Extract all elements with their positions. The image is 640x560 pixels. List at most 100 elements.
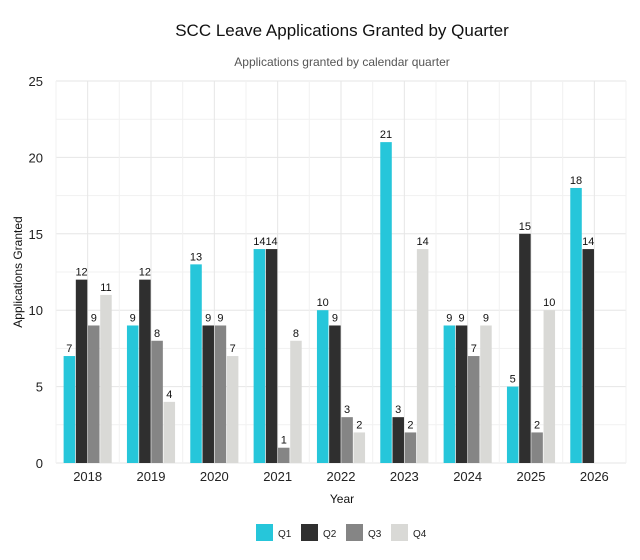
chart-title: SCC Leave Applications Granted by Quarte…	[175, 21, 509, 40]
legend: Q1 Q2 Q3 Q4	[256, 524, 427, 541]
grid-lines	[55, 80, 627, 464]
data-label-q1-2018: 7	[66, 343, 72, 355]
x-tick-label: 2024	[453, 469, 482, 484]
bar-q1-2018	[63, 356, 76, 463]
data-label-q1-2020: 13	[190, 251, 202, 263]
data-label-q3-2025: 2	[534, 419, 540, 431]
chart-subtitle: Applications granted by calendar quarter	[234, 55, 449, 69]
x-tick-label: 2026	[580, 469, 609, 484]
data-label-q2-2026: 14	[582, 236, 594, 248]
data-label-q1-2022: 10	[317, 297, 329, 309]
data-label-q1-2023: 21	[380, 129, 392, 141]
data-label-q3-2019: 8	[154, 328, 160, 340]
bar-q4-2025	[543, 310, 556, 463]
data-label-q1-2026: 18	[570, 175, 582, 187]
data-label-q1-2024: 9	[446, 312, 452, 324]
y-tick-label: 20	[29, 150, 43, 165]
legend-label-q3: Q3	[368, 529, 382, 540]
bar-q4-2022	[353, 432, 366, 463]
data-label-q2-2021: 14	[265, 236, 277, 248]
y-tick-label: 5	[36, 380, 43, 395]
bar-q1-2019	[126, 325, 139, 463]
bar-q1-2020	[190, 264, 202, 463]
legend-swatch-q2	[301, 524, 318, 541]
y-tick-label: 0	[36, 456, 43, 471]
data-label-q4-2021: 8	[293, 328, 299, 340]
bar-q2-2023	[392, 417, 404, 463]
bar-q2-2026	[582, 249, 594, 463]
bar-q2-2018	[75, 279, 88, 463]
data-label-q4-2018: 11	[100, 282, 111, 294]
bar-q3-2021	[278, 447, 290, 463]
bar-q4-2020	[226, 356, 239, 463]
bar-q1-2024	[443, 325, 456, 463]
bar-q2-2021	[265, 249, 278, 463]
legend-label-q2: Q2	[323, 529, 337, 540]
x-tick-label: 2020	[200, 469, 229, 484]
legend-swatch-q4	[391, 524, 408, 541]
x-axis-title: Year	[330, 492, 354, 506]
x-tick-label: 2018	[73, 469, 102, 484]
data-label-q4-2025: 10	[543, 297, 555, 309]
y-tick-label: 10	[29, 303, 43, 318]
bar-q3-2022	[341, 417, 353, 463]
bar-q3-2025	[531, 432, 543, 463]
data-label-q1-2025: 5	[510, 374, 516, 386]
bar-q1-2023	[380, 142, 392, 463]
bar-q2-2022	[329, 325, 341, 463]
bar-q1-2025	[506, 386, 519, 463]
bar-q3-2024	[468, 356, 480, 463]
bar-q1-2026	[570, 187, 582, 463]
data-label-q4-2023: 14	[417, 236, 429, 248]
data-label-q1-2019: 9	[130, 312, 136, 324]
data-label-q2-2024: 9	[459, 312, 465, 324]
legend-swatch-q3	[346, 524, 363, 541]
data-label-q3-2022: 3	[344, 404, 350, 416]
data-label-q2-2018: 12	[75, 267, 87, 279]
data-label-q2-2019: 12	[139, 267, 151, 279]
legend-label-q4: Q4	[413, 529, 427, 540]
data-label-q2-2022: 9	[332, 312, 338, 324]
bar-q2-2025	[519, 233, 531, 463]
bar-q4-2019	[163, 401, 176, 463]
bar-q3-2018	[88, 325, 100, 463]
data-label-q4-2019: 4	[166, 389, 172, 401]
bar-q3-2020	[214, 325, 227, 463]
bar-q4-2021	[290, 340, 302, 463]
x-tick-label: 2023	[390, 469, 419, 484]
bar-q1-2022	[316, 310, 329, 463]
data-label-q3-2021: 1	[281, 435, 287, 447]
data-label-q4-2022: 2	[356, 419, 362, 431]
bar-q4-2018	[100, 294, 112, 463]
x-tick-label: 2019	[137, 469, 166, 484]
data-label-q3-2023: 2	[407, 419, 413, 431]
data-label-q2-2023: 3	[395, 404, 401, 416]
data-label-q3-2018: 9	[91, 312, 97, 324]
legend-swatch-q1	[256, 524, 273, 541]
y-tick-label: 15	[29, 227, 43, 242]
bar-q2-2019	[139, 279, 151, 463]
data-label-q4-2020: 7	[230, 343, 236, 355]
bar-q3-2023	[404, 432, 417, 463]
data-label-q1-2021: 14	[253, 236, 265, 248]
data-label-q2-2020: 9	[205, 312, 211, 324]
bar-q2-2024	[455, 325, 468, 463]
y-tick-label: 25	[29, 74, 43, 89]
data-label-q3-2024: 7	[471, 343, 477, 355]
x-tick-label: 2022	[327, 469, 356, 484]
data-label-q2-2025: 15	[519, 221, 531, 233]
legend-label-q1: Q1	[278, 529, 292, 540]
data-label-q3-2020: 9	[217, 312, 223, 324]
x-tick-label: 2025	[517, 469, 546, 484]
bar-q4-2023	[416, 249, 429, 463]
bar-q4-2024	[480, 325, 492, 463]
y-axis-title: Applications Granted	[11, 216, 25, 327]
x-tick-label: 2021	[263, 469, 292, 484]
data-label-q4-2024: 9	[483, 312, 489, 324]
bar-q1-2021	[253, 249, 266, 463]
bar-q3-2019	[151, 340, 163, 463]
